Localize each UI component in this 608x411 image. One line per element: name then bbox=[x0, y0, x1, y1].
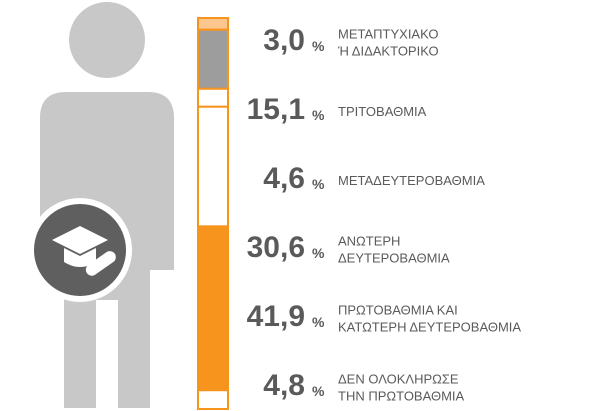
category-line: ΠΡΩΤΟΒΑΘΜΙΑ ΚΑΙ bbox=[338, 303, 458, 318]
unit-label: % bbox=[312, 176, 325, 192]
value-label: 15,1 bbox=[247, 93, 305, 126]
category-line: ΜΕΤΑΔΕΥΤΕΡΟΒΑΘΜΙΑ bbox=[338, 173, 485, 188]
category-label: ΔΕΝ ΟΛΟΚΛΗΡΩΣΕ ΤΗΝ ΠΡΩΤΟΒΑΘΜΙΑ bbox=[338, 372, 465, 404]
bar-segment bbox=[197, 389, 229, 410]
category-label: ΜΕΤΑΠΤΥΧΙΑΚΟ Ή ΔΙΔΑΚΤΟΡΙΚΟ bbox=[337, 27, 439, 59]
value-label: 4,8 bbox=[263, 369, 305, 402]
unit-label: % bbox=[312, 107, 325, 123]
unit-label: % bbox=[312, 314, 325, 330]
category-line: ΜΕΤΑΠΤΥΧΙΑΚΟ bbox=[338, 27, 438, 42]
unit-label: % bbox=[312, 245, 325, 261]
category-line: ΔΕΝ ΟΛΟΚΛΗΡΩΣΕ bbox=[338, 372, 459, 387]
category-label: ΤΡΙΤΟΒΑΘΜΙΑ bbox=[338, 104, 427, 119]
category-line: Ή ΔΙΔΑΚΤΟΡΙΚΟ bbox=[337, 44, 439, 59]
category-line: ΚΑΤΩΤΕΡΗ ΔΕΥΤΕΡΟΒΑΘΜΙΑ bbox=[338, 320, 521, 335]
value-label: 4,6 bbox=[263, 162, 305, 195]
bar-segment bbox=[197, 105, 229, 228]
unit-label: % bbox=[312, 38, 325, 54]
category-line: ΑΝΩΤΕΡΗ bbox=[338, 234, 400, 249]
value-label: 41,9 bbox=[247, 300, 305, 333]
category-line: ΔΕΥΤΕΡΟΒΑΘΜΙΑ bbox=[338, 251, 450, 266]
category-line: ΤΗΝ ΠΡΩΤΟΒΑΘΜΙΑ bbox=[338, 389, 465, 404]
category-label: ΠΡΩΤΟΒΑΘΜΙΑ ΚΑΙ ΚΑΤΩΤΕΡΗ ΔΕΥΤΕΡΟΒΑΘΜΙΑ bbox=[338, 303, 521, 335]
bar-segment bbox=[197, 17, 229, 31]
category-line: ΤΡΙΤΟΒΑΘΜΙΑ bbox=[338, 104, 427, 119]
graduation-icon bbox=[28, 198, 132, 302]
value-label: 30,6 bbox=[247, 231, 305, 264]
category-label: ΑΝΩΤΕΡΗ ΔΕΥΤΕΡΟΒΑΘΜΙΑ bbox=[338, 234, 450, 266]
bar-segment bbox=[197, 28, 229, 90]
unit-label: % bbox=[312, 383, 325, 399]
value-label: 3,0 bbox=[263, 24, 305, 57]
bar-segment bbox=[197, 87, 229, 108]
category-label: ΜΕΤΑΔΕΥΤΕΡΟΒΑΘΜΙΑ bbox=[338, 173, 485, 188]
bar-segment bbox=[197, 225, 229, 392]
